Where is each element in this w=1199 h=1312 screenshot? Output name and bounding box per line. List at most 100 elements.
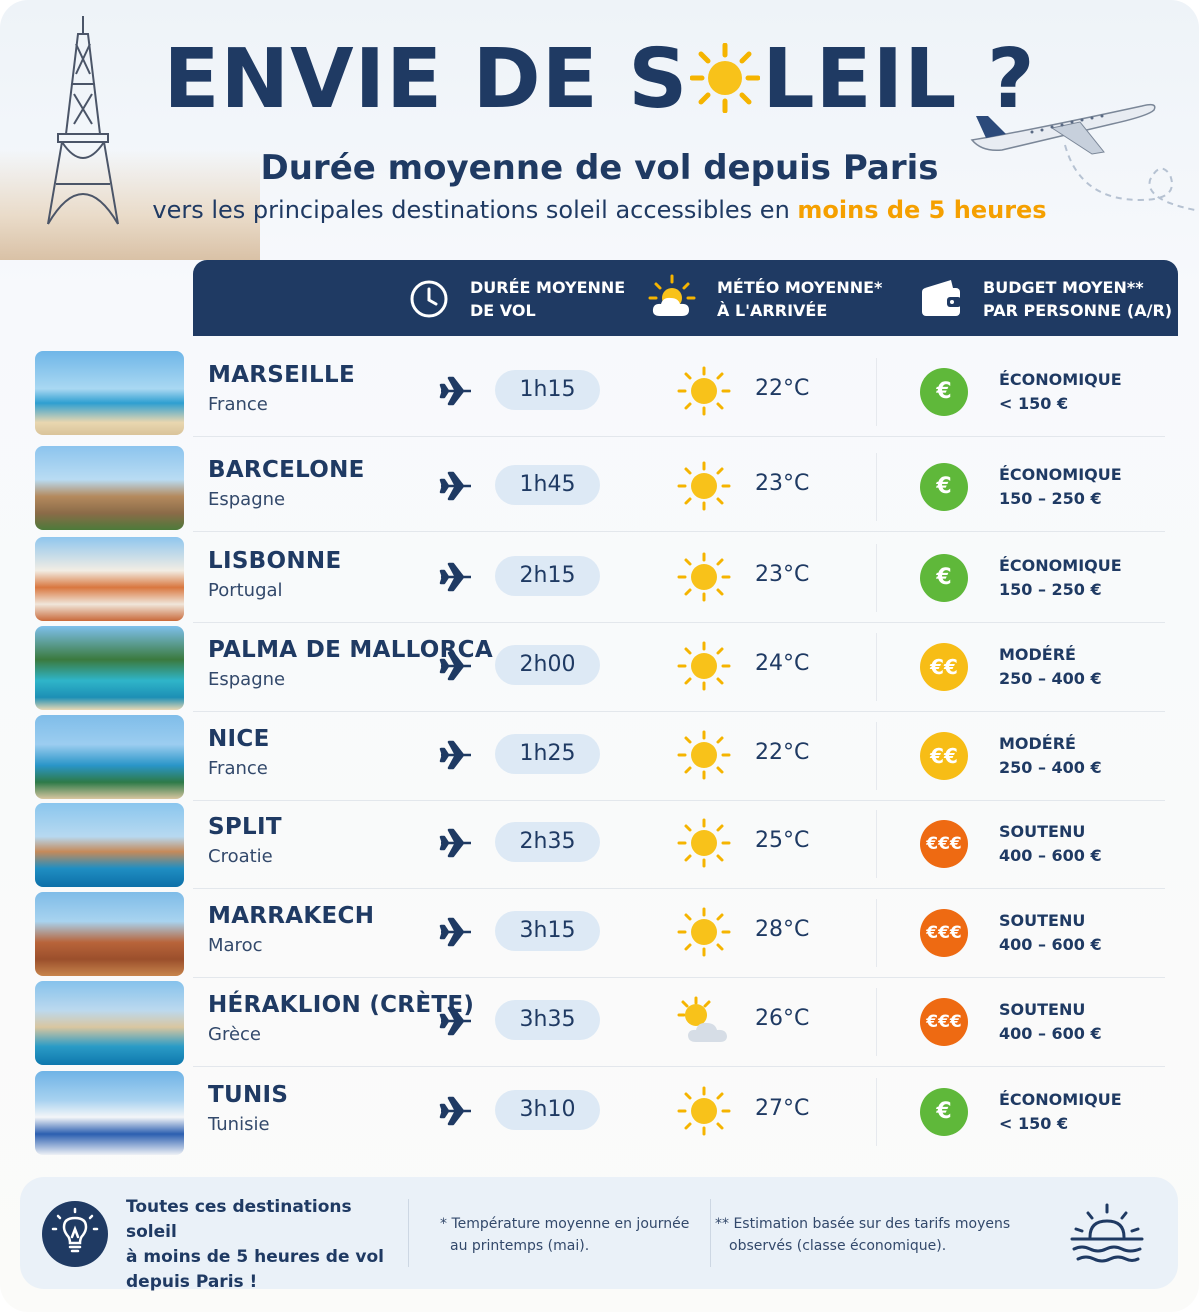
table-row: BARCELONE Espagne 1h45 23°C € ÉCONOMIQUE 150 –… xyxy=(0,443,1199,532)
column-divider xyxy=(876,899,877,967)
euro-coin-icon: € xyxy=(920,368,968,416)
flight-duration: 1h45 xyxy=(495,465,600,505)
flight-duration: 2h00 xyxy=(495,645,600,685)
eiffel-tower-icon xyxy=(47,16,119,225)
destination-city: PALMA DE MALLORCA xyxy=(208,637,493,663)
budget-range: 150 – 250 € xyxy=(999,489,1102,508)
euro-coin-icon: €€ xyxy=(920,732,968,780)
average-temperature: 24°C xyxy=(755,651,810,676)
average-temperature: 23°C xyxy=(755,471,810,496)
column-divider xyxy=(876,722,877,790)
budget-tier: ÉCONOMIQUE xyxy=(999,1090,1122,1109)
subtitle-secondary: vers les principales destinations soleil… xyxy=(152,196,1047,224)
destination-city: MARRAKECH xyxy=(208,903,375,929)
column-divider xyxy=(876,358,877,426)
flight-duration: 3h15 xyxy=(495,911,600,951)
flight-path-decoration xyxy=(1064,144,1196,211)
destination-city: LISBONNE xyxy=(208,548,342,574)
table-row: MARSEILLE France 1h15 22°C € ÉCONOMIQUE < 150 … xyxy=(0,348,1199,437)
sun-icon xyxy=(690,43,761,113)
footer-message: Toutes ces destinations soleil à moins de… xyxy=(126,1197,385,1292)
destination-country: Grèce xyxy=(208,1024,261,1045)
budget-range: 400 – 600 € xyxy=(999,846,1102,865)
budget-tier: ÉCONOMIQUE xyxy=(999,465,1122,484)
destination-photo xyxy=(35,715,184,799)
destination-country: Espagne xyxy=(208,489,286,510)
column-divider xyxy=(876,810,877,878)
destination-country: Tunisie xyxy=(208,1114,270,1135)
airplane-icon xyxy=(439,915,473,949)
budget-tier: MODÉRÉ xyxy=(999,645,1076,664)
wallet-icon xyxy=(922,280,961,316)
budget-range: < 150 € xyxy=(999,394,1069,413)
sun-icon xyxy=(676,730,732,780)
airplane-icon xyxy=(439,1004,473,1038)
budget-tier: ÉCONOMIQUE xyxy=(999,556,1122,575)
sun-icon xyxy=(676,366,732,416)
average-temperature: 27°C xyxy=(755,1096,810,1121)
row-divider xyxy=(193,888,1165,889)
flight-duration: 1h15 xyxy=(495,370,600,410)
footer-divider xyxy=(710,1199,711,1267)
table-row: NICE France 1h25 22°C €€ MODÉRÉ 250 – 400 € xyxy=(0,712,1199,801)
euro-coin-icon: € xyxy=(920,554,968,602)
destination-photo xyxy=(35,803,184,887)
average-temperature: 22°C xyxy=(755,740,810,765)
budget-tier: SOUTENU xyxy=(999,822,1086,841)
column-divider xyxy=(876,633,877,701)
sunset-waves-icon xyxy=(1070,1203,1144,1263)
destination-city: BARCELONE xyxy=(208,457,365,483)
destination-country: France xyxy=(208,394,268,415)
table-row: HÉRAKLION (CRÈTE) Grèce 3h35 26°C €€€ SOUTENU… xyxy=(0,978,1199,1067)
row-divider xyxy=(193,711,1165,712)
row-divider xyxy=(193,977,1165,978)
clock-icon xyxy=(410,280,448,318)
budget-tier: SOUTENU xyxy=(999,1000,1086,1019)
euro-coin-icon: €€ xyxy=(920,643,968,691)
destination-city: NICE xyxy=(208,726,270,752)
table-row: LISBONNE Portugal 2h15 23°C € ÉCONOMIQUE 150 –… xyxy=(0,534,1199,623)
airplane-icon xyxy=(439,469,473,503)
destination-country: France xyxy=(208,758,268,779)
airplane-icon xyxy=(439,738,473,772)
row-divider xyxy=(193,800,1165,801)
flight-duration: 3h10 xyxy=(495,1090,600,1130)
budget-range: 250 – 400 € xyxy=(999,669,1102,688)
budget-range: 150 – 250 € xyxy=(999,580,1102,599)
destination-photo xyxy=(35,981,184,1065)
sun-icon xyxy=(676,907,732,957)
row-divider xyxy=(193,436,1165,437)
budget-tier: SOUTENU xyxy=(999,911,1086,930)
euro-coin-icon: €€€ xyxy=(920,998,968,1046)
sun-icon xyxy=(676,1086,732,1136)
destination-city: SPLIT xyxy=(208,814,282,840)
column-header-weather: MÉTÉO MOYENNE* À L'ARRIVÉE xyxy=(717,278,883,320)
euro-coin-icon: € xyxy=(920,1088,968,1136)
sun-cloud-icon xyxy=(676,996,732,1046)
row-divider xyxy=(193,1066,1165,1067)
airplane-illustration-icon xyxy=(970,103,1156,155)
row-divider xyxy=(193,622,1165,623)
destination-country: Portugal xyxy=(208,580,283,601)
euro-coin-icon: €€€ xyxy=(920,909,968,957)
destination-photo xyxy=(35,351,184,435)
sun-icon xyxy=(676,641,732,691)
table-row: TUNIS Tunisie 3h10 27°C € ÉCONOMIQUE < 150 € xyxy=(0,1068,1199,1157)
average-temperature: 28°C xyxy=(755,917,810,942)
table-row: SPLIT Croatie 2h35 25°C €€€ SOUTENU 400 – 600 … xyxy=(0,800,1199,889)
column-divider xyxy=(876,453,877,521)
footnote-budget: ** Estimation basée sur des tarifs moyen… xyxy=(715,1216,1011,1254)
destination-city: HÉRAKLION (CRÈTE) xyxy=(208,992,475,1018)
destination-photo xyxy=(35,446,184,530)
sun-icon xyxy=(676,818,732,868)
average-temperature: 22°C xyxy=(755,376,810,401)
destination-country: Espagne xyxy=(208,669,286,690)
airplane-icon xyxy=(439,374,473,408)
table-header: DURÉE MOYENNE DE VOL MÉTÉO MOYENNE* À L'AR… xyxy=(193,260,1178,336)
average-temperature: 25°C xyxy=(755,828,810,853)
page-title: ENVIE DE S LEIL ? xyxy=(163,32,1036,127)
column-divider xyxy=(876,544,877,612)
footer-panel: Toutes ces destinations soleil à moins de… xyxy=(20,1177,1178,1292)
footnote-temperature: * Température moyenne en journée au print… xyxy=(440,1216,690,1254)
